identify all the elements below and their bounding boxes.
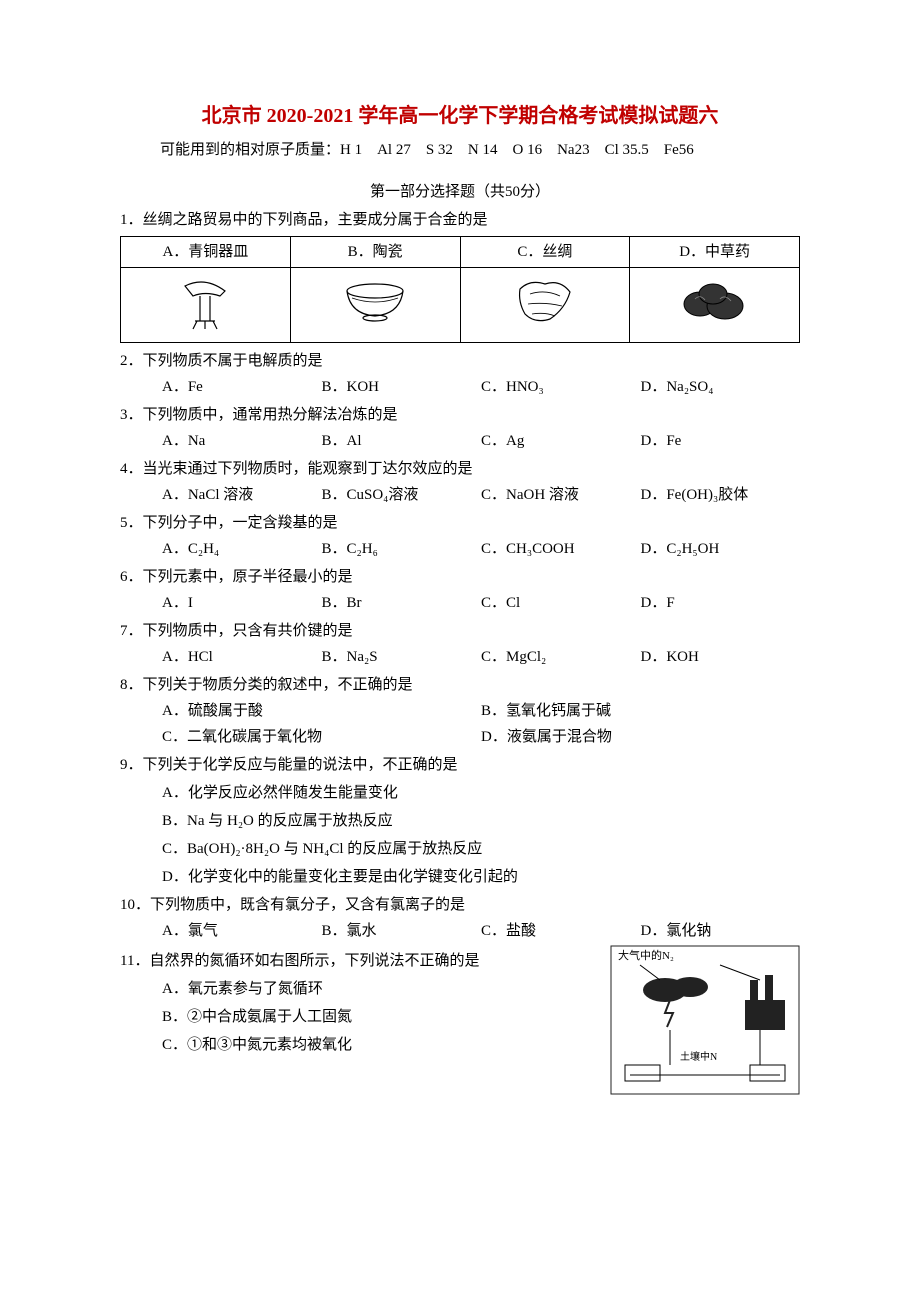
q6-opt-b: B．Br xyxy=(322,591,482,615)
q2-stem: 2．下列物质不属于电解质的是 xyxy=(120,349,800,373)
q10-options: A．氯气 B．氯水 C．盐酸 D．氯化钠 xyxy=(120,919,800,943)
q8-options-row2: C．二氧化碳属于氧化物 D．液氨属于混合物 xyxy=(120,725,800,749)
q8-stem: 8．下列关于物质分类的叙述中，不正确的是 xyxy=(120,673,800,697)
q7-options: A．HCl B．Na₂S C．MgCl₂ D．KOH xyxy=(120,645,800,669)
q6-opt-a: A．I xyxy=(162,591,322,615)
q1-opt-d-label: D．中草药 xyxy=(630,237,800,268)
page-title: 北京市 2020-2021 学年高一化学下学期合格考试模拟试题六 xyxy=(120,100,800,132)
q7-opt-c: C．MgCl₂ xyxy=(481,645,641,669)
q4-opt-a: A．NaCl 溶液 xyxy=(162,483,322,507)
q8-opt-c: C．二氧化碳属于氧化物 xyxy=(162,725,481,749)
q5-opt-b: B．C₂H₆ xyxy=(322,537,482,561)
porcelain-bowl-icon xyxy=(340,276,410,334)
q2-opt-d: D．Na₂SO₄ xyxy=(641,375,801,399)
q9-opt-c: C．Ba(OH)₂·8H₂O 与 NH₄Cl 的反应属于放热反应 xyxy=(162,837,800,861)
section-1-header: 第一部分选择题（共50分） xyxy=(120,180,800,204)
q1-opt-c-label: C．丝绸 xyxy=(460,237,630,268)
question-10: 10．下列物质中，既含有氯分子，又含有氯离子的是 A．氯气 B．氯水 C．盐酸 … xyxy=(120,893,800,943)
q3-opt-b: B．Al xyxy=(322,429,482,453)
question-6: 6．下列元素中，原子半径最小的是 A．I B．Br C．Cl D．F xyxy=(120,565,800,615)
q1-opt-c-image xyxy=(460,268,630,343)
q8-opt-a: A．硫酸属于酸 xyxy=(162,699,481,723)
q5-options: A．C₂H₄ B．C₂H₆ C．CH₃COOH D．C₂H₅OH xyxy=(120,537,800,561)
silk-icon xyxy=(510,274,580,337)
q1-opt-b-image xyxy=(290,268,460,343)
q1-opt-d-image xyxy=(630,268,800,343)
q10-opt-b: B．氯水 xyxy=(322,919,482,943)
q2-options: A．Fe B．KOH C．HNO₃ D．Na₂SO₄ xyxy=(120,375,800,399)
nitrogen-cycle-diagram: 大气中的N₂ 土壤中N xyxy=(610,945,800,1095)
q9-opt-a: A．化学反应必然伴随发生能量变化 xyxy=(162,781,800,805)
question-5: 5．下列分子中，一定含羧基的是 A．C₂H₄ B．C₂H₆ C．CH₃COOH … xyxy=(120,511,800,561)
q10-opt-c: C．盐酸 xyxy=(481,919,641,943)
atomic-masses: 可能用到的相对原子质量：H 1 Al 27 S 32 N 14 O 16 Na2… xyxy=(120,138,800,162)
q10-stem: 10．下列物质中，既含有氯分子，又含有氯离子的是 xyxy=(120,893,800,917)
svg-text:土壤中N: 土壤中N xyxy=(680,1050,717,1063)
question-4: 4．当光束通过下列物质时，能观察到丁达尔效应的是 A．NaCl 溶液 B．CuS… xyxy=(120,457,800,507)
q11-opt-b: B．②中合成氨属于人工固氮 xyxy=(162,1005,604,1029)
q4-opt-d: D．Fe(OH)₃胶体 xyxy=(641,483,801,507)
q10-opt-a: A．氯气 xyxy=(162,919,322,943)
q9-options: A．化学反应必然伴随发生能量变化 B．Na 与 H₂O 的反应属于放热反应 C．… xyxy=(120,781,800,889)
q1-opt-a-label: A．青铜器皿 xyxy=(121,237,291,268)
q7-opt-d: D．KOH xyxy=(641,645,801,669)
q5-opt-c: C．CH₃COOH xyxy=(481,537,641,561)
question-3: 3．下列物质中，通常用热分解法冶炼的是 A．Na B．Al C．Ag D．Fe xyxy=(120,403,800,453)
q9-stem: 9．下列关于化学反应与能量的说法中，不正确的是 xyxy=(120,753,800,777)
q7-opt-a: A．HCl xyxy=(162,645,322,669)
q7-opt-b: B．Na₂S xyxy=(322,645,482,669)
q11-opt-a: A．氧元素参与了氮循环 xyxy=(162,977,604,1001)
question-7: 7．下列物质中，只含有共价键的是 A．HCl B．Na₂S C．MgCl₂ D．… xyxy=(120,619,800,669)
q11-opt-c: C．①和③中氮元素均被氧化 xyxy=(162,1033,604,1057)
q2-opt-b: B．KOH xyxy=(322,375,482,399)
herb-icon xyxy=(675,274,755,337)
question-11: 11．自然界的氮循环如右图所示，下列说法不正确的是 A．氧元素参与了氮循环 B．… xyxy=(120,947,800,1095)
q6-opt-c: C．Cl xyxy=(481,591,641,615)
q9-opt-d: D．化学变化中的能量变化主要是由化学键变化引起的 xyxy=(162,865,800,889)
q8-opt-d: D．液氨属于混合物 xyxy=(481,725,800,749)
q3-opt-c: C．Ag xyxy=(481,429,641,453)
q8-opt-b: B．氢氧化钙属于碱 xyxy=(481,699,800,723)
question-1: 1．丝绸之路贸易中的下列商品，主要成分属于合金的是 A．青铜器皿 B．陶瓷 C．… xyxy=(120,208,800,343)
q1-stem: 1．丝绸之路贸易中的下列商品，主要成分属于合金的是 xyxy=(120,208,800,232)
q4-opt-c: C．NaOH 溶液 xyxy=(481,483,641,507)
q3-stem: 3．下列物质中，通常用热分解法冶炼的是 xyxy=(120,403,800,427)
bronze-vessel-icon xyxy=(175,271,235,339)
q5-stem: 5．下列分子中，一定含羧基的是 xyxy=(120,511,800,535)
q1-opt-b-label: B．陶瓷 xyxy=(290,237,460,268)
q2-opt-a: A．Fe xyxy=(162,375,322,399)
q6-opt-d: D．F xyxy=(641,591,801,615)
q8-options-row1: A．硫酸属于酸 B．氢氧化钙属于碱 xyxy=(120,699,800,723)
question-2: 2．下列物质不属于电解质的是 A．Fe B．KOH C．HNO₃ D．Na₂SO… xyxy=(120,349,800,399)
q5-opt-d: D．C₂H₅OH xyxy=(641,537,801,561)
diagram-top-label: 大气中的N₂ xyxy=(618,948,674,962)
q6-stem: 6．下列元素中，原子半径最小的是 xyxy=(120,565,800,589)
q7-stem: 7．下列物质中，只含有共价键的是 xyxy=(120,619,800,643)
q1-options-table: A．青铜器皿 B．陶瓷 C．丝绸 D．中草药 xyxy=(120,236,800,343)
q1-opt-a-image xyxy=(121,268,291,343)
question-8: 8．下列关于物质分类的叙述中，不正确的是 A．硫酸属于酸 B．氢氧化钙属于碱 C… xyxy=(120,673,800,749)
q2-opt-c: C．HNO₃ xyxy=(481,375,641,399)
q4-options: A．NaCl 溶液 B．CuSO₄溶液 C．NaOH 溶液 D．Fe(OH)₃胶… xyxy=(120,483,800,507)
q11-stem: 11．自然界的氮循环如右图所示，下列说法不正确的是 xyxy=(120,949,604,973)
q3-options: A．Na B．Al C．Ag D．Fe xyxy=(120,429,800,453)
q4-stem: 4．当光束通过下列物质时，能观察到丁达尔效应的是 xyxy=(120,457,800,481)
q3-opt-a: A．Na xyxy=(162,429,322,453)
question-9: 9．下列关于化学反应与能量的说法中，不正确的是 A．化学反应必然伴随发生能量变化… xyxy=(120,753,800,889)
q4-opt-b: B．CuSO₄溶液 xyxy=(322,483,482,507)
q3-opt-d: D．Fe xyxy=(641,429,801,453)
q11-options: A．氧元素参与了氮循环 B．②中合成氨属于人工固氮 C．①和③中氮元素均被氧化 xyxy=(120,977,604,1057)
q5-opt-a: A．C₂H₄ xyxy=(162,537,322,561)
q9-opt-b: B．Na 与 H₂O 的反应属于放热反应 xyxy=(162,809,800,833)
q6-options: A．I B．Br C．Cl D．F xyxy=(120,591,800,615)
q10-opt-d: D．氯化钠 xyxy=(641,919,801,943)
